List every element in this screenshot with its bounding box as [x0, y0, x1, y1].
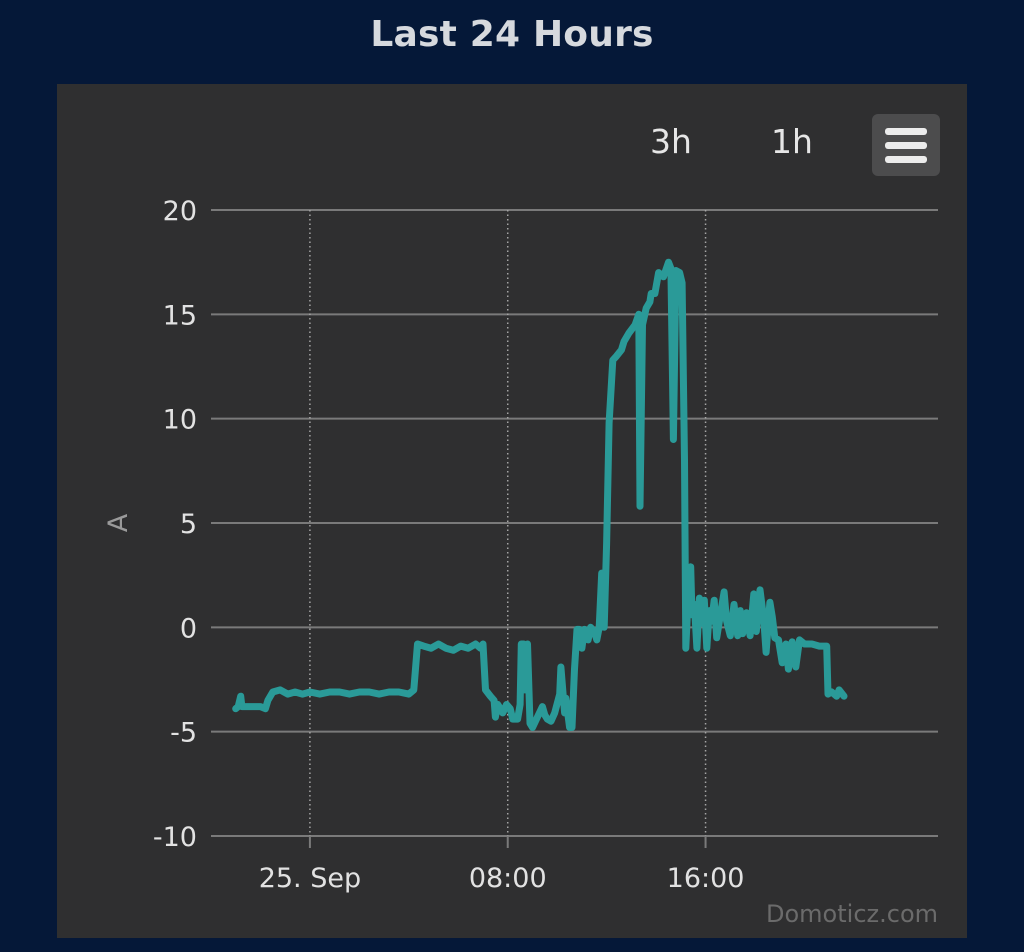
- menu-bar: [885, 142, 927, 149]
- series-layer: [232, 258, 848, 731]
- menu-bar: [885, 156, 927, 163]
- series-line-0: [232, 258, 848, 731]
- y-tick-label: 20: [163, 196, 197, 227]
- y-tick-label: -5: [170, 718, 197, 749]
- page-title: Last 24 Hours: [370, 14, 654, 55]
- y-axis-title: A: [103, 513, 134, 532]
- y-tick-label: 5: [180, 509, 197, 540]
- x-tick-label: 08:00: [469, 863, 547, 894]
- y-tick-label: 0: [180, 613, 197, 644]
- range-1h-button[interactable]: 1h: [771, 122, 813, 161]
- axis-layer: 20 15 10 5 0 -5 -10 25. Sep 08:00 16:00 A: [103, 196, 744, 894]
- menu-bar: [885, 128, 927, 135]
- y-tick-label: 15: [163, 300, 197, 331]
- x-tick-label: 16:00: [667, 863, 745, 894]
- range-3h-button[interactable]: 3h: [650, 122, 692, 161]
- y-tick-label: -10: [153, 822, 197, 853]
- hamburger-menu-icon[interactable]: [872, 114, 940, 176]
- y-tick-label: 10: [163, 405, 197, 436]
- x-tick-label: 25. Sep: [259, 863, 361, 894]
- chart-panel: [57, 84, 967, 938]
- grid-layer: [211, 209, 938, 848]
- credits-link[interactable]: Domoticz.com: [766, 900, 938, 928]
